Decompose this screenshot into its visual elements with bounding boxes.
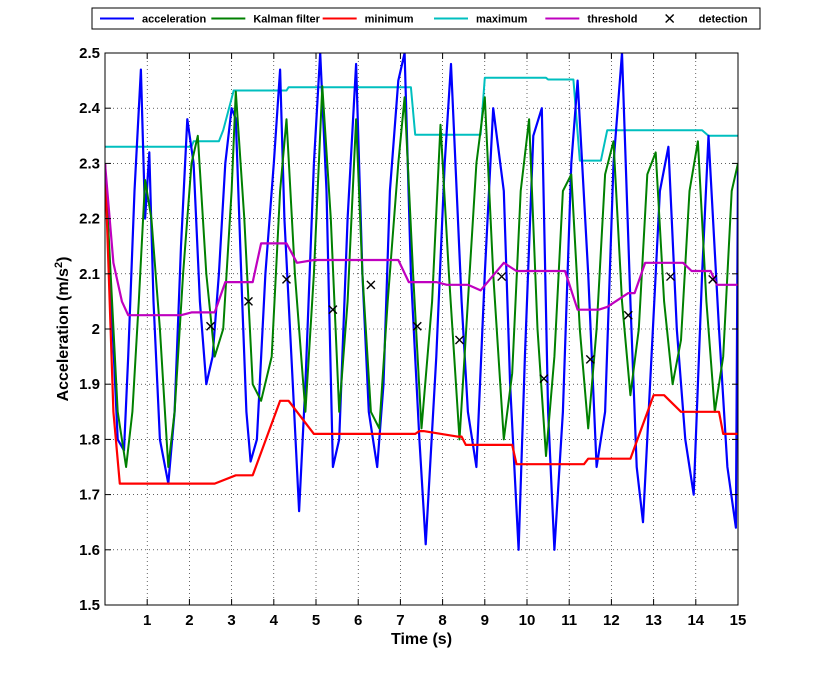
y-tick-label: 2.3 <box>79 155 100 172</box>
legend-entry: minimum <box>322 14 414 26</box>
detection-marker <box>585 354 595 364</box>
y-axis-title-sup: 2 <box>53 262 65 268</box>
legend-label: detection <box>699 14 748 26</box>
x-tick-label: 14 <box>687 612 704 629</box>
legend: acceleration Kalman filter minimum maximum t… <box>91 7 761 30</box>
y-tick-label: 1.5 <box>79 597 100 614</box>
detection-marker <box>206 321 215 331</box>
legend-entry: detection <box>665 14 748 26</box>
x-tick-label: 10 <box>519 612 536 629</box>
series-layer <box>105 53 738 551</box>
y-tick-label: 2.4 <box>79 100 101 117</box>
x-tick-label: 3 <box>227 612 235 629</box>
detection-marker <box>243 296 253 306</box>
x-tick-label: 13 <box>645 612 662 629</box>
series-minimum <box>105 163 738 485</box>
series-threshold <box>105 163 738 317</box>
y-axis-title-main: Acceleration (m/s <box>55 268 72 401</box>
x-tick-label: 15 <box>730 612 747 629</box>
detection-marker <box>708 274 718 284</box>
legend-label: minimum <box>365 14 414 26</box>
x-axis-title: Time (s) <box>391 631 452 648</box>
x-tick-label: 9 <box>481 612 489 629</box>
legend-label: acceleration <box>142 14 206 26</box>
tick-labels: 1 2 3 4 5 6 7 8 9 10 11 12 13 14 151.51.61.71.81.922.1… <box>79 45 746 629</box>
y-axis-title: Acceleration (m/s2) <box>53 257 72 402</box>
detection-marker <box>412 321 422 331</box>
y-tick-label: 1.9 <box>79 376 100 393</box>
y-tick-label: 1.8 <box>79 431 100 448</box>
detection-marker <box>497 272 507 282</box>
y-tick-label: 2.5 <box>79 45 100 62</box>
detection-marker <box>366 280 376 290</box>
y-tick-label: 2 <box>92 321 100 338</box>
y-tick-label: 1.7 <box>79 487 100 504</box>
ticks <box>105 52 739 606</box>
legend-entry: maximum <box>434 14 528 26</box>
x-tick-label: 7 <box>396 612 404 629</box>
y-axis-title-close: ) <box>55 257 72 262</box>
detection-marker <box>454 335 464 345</box>
x-tick-label: 2 <box>185 612 193 629</box>
x-tick-label: 6 <box>354 612 362 629</box>
legend-entry: threshold <box>545 14 637 26</box>
legend-label: maximum <box>476 14 528 26</box>
x-tick-label: 4 <box>270 612 279 629</box>
legend-box <box>91 7 761 30</box>
detection-marker <box>665 272 675 282</box>
detection-marker <box>539 374 549 384</box>
series-kalman-filter <box>105 85 738 468</box>
legend-entry: Kalman filter <box>211 14 321 26</box>
y-tick-label: 1.6 <box>79 542 100 559</box>
legend-entry: acceleration <box>100 14 206 26</box>
detection-marker <box>281 274 291 284</box>
detection-marker <box>328 305 338 315</box>
x-tick-label: 8 <box>438 612 446 629</box>
y-tick-label: 2.2 <box>79 211 100 228</box>
detection-marker <box>623 310 633 320</box>
y-tick-label: 2.1 <box>79 266 100 283</box>
x-tick-label: 11 <box>561 612 577 629</box>
x-tick-label: 5 <box>312 612 320 629</box>
legend-marker <box>665 14 675 23</box>
x-tick-label: 12 <box>603 612 620 629</box>
legend-label: threshold <box>587 14 637 26</box>
plot-area <box>105 53 738 551</box>
x-tick-label: 1 <box>143 612 151 629</box>
legend-label: Kalman filter <box>253 14 320 26</box>
